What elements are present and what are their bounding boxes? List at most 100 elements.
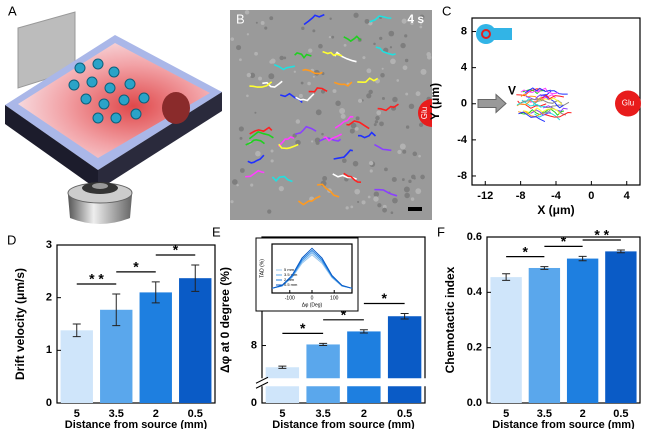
speck [400, 43, 405, 48]
speck [240, 137, 243, 140]
speck [402, 150, 406, 154]
speck [357, 201, 359, 203]
y-axis-label: Drift velocity (μm/s) [13, 268, 27, 380]
y-axis-label: Chemotactic index [443, 266, 457, 373]
panel-label: E [212, 224, 221, 239]
x-tick-label: -4 [551, 190, 562, 202]
x-axis-label: X (μm) [537, 203, 574, 217]
x-tick-label: -12 [477, 190, 493, 202]
x-tick-label: 0 [588, 190, 594, 202]
speck [296, 119, 300, 123]
speck [341, 114, 346, 119]
y-tick-label: 2 [46, 292, 52, 304]
speck [299, 94, 303, 98]
panel-label: B [236, 11, 245, 26]
speck [236, 45, 241, 50]
y-tick-label: 0 [251, 397, 257, 409]
x-tick-label: 100 [330, 295, 339, 301]
speck [316, 109, 322, 115]
micrograph [230, 10, 432, 220]
speck [426, 52, 431, 57]
y-tick-label: 4 [461, 62, 468, 74]
y-tick-label: 1 [46, 344, 52, 356]
speck [269, 60, 273, 64]
speck [379, 121, 384, 126]
speck [269, 16, 273, 20]
speck [366, 68, 371, 73]
speck [355, 127, 359, 131]
speck [268, 73, 274, 79]
speck [369, 161, 373, 165]
speck [406, 125, 409, 128]
speck [279, 186, 284, 191]
axis-break [256, 378, 431, 386]
speck [373, 43, 376, 46]
speck [350, 129, 355, 134]
significance: * * [89, 271, 104, 287]
y-tick-label: 8 [251, 339, 257, 351]
speck [271, 159, 274, 162]
x-tick-label: -100 [285, 295, 295, 301]
figure: A Glu 4 s B -12-8-404-8-4048Y (μm)GluVX … [0, 0, 646, 429]
speck [254, 52, 258, 56]
speck [374, 192, 379, 197]
speck [246, 94, 249, 97]
speck [404, 193, 410, 199]
speck [374, 123, 377, 126]
significance: * [561, 233, 567, 249]
speck [397, 150, 401, 154]
speck [311, 140, 313, 142]
speck [420, 175, 425, 180]
speck [375, 116, 379, 120]
speck [380, 73, 384, 77]
y-axis-label: TAD (%) [259, 259, 265, 278]
y-tick-label: -4 [457, 134, 468, 146]
speck [402, 19, 407, 24]
y-tick-label: 0.0 [467, 397, 482, 409]
speck [353, 13, 358, 18]
x-tick-label: 4 [624, 190, 631, 202]
bar [490, 277, 521, 403]
bar [140, 292, 172, 403]
speck [400, 144, 406, 150]
speck [368, 90, 372, 94]
x-tick-label: 0 [311, 295, 314, 301]
target-label: Glu [622, 99, 634, 108]
speck [396, 79, 399, 82]
bar [529, 268, 560, 403]
speck [382, 97, 385, 100]
speck [342, 158, 347, 163]
bar [605, 251, 636, 403]
speck [264, 27, 267, 30]
speck [390, 46, 392, 48]
speck [255, 151, 261, 157]
panel-label: A [8, 3, 17, 18]
cell-icon [476, 24, 496, 44]
speck [332, 89, 336, 93]
speck [375, 120, 378, 123]
speck [271, 150, 274, 153]
speck [353, 161, 359, 167]
significance: * [523, 243, 529, 259]
speck [356, 116, 360, 120]
speck [335, 101, 340, 106]
speck [370, 169, 373, 172]
speck [247, 73, 251, 77]
speck [267, 209, 271, 213]
speck [390, 59, 396, 65]
speck [418, 155, 421, 158]
speck [392, 97, 397, 102]
speck [416, 91, 421, 96]
bar [567, 259, 598, 403]
speck [382, 68, 384, 70]
speck [408, 180, 411, 183]
significance: * [382, 290, 388, 306]
speck [239, 58, 242, 61]
inset-bg [256, 238, 358, 311]
velocity-label: V [508, 84, 516, 98]
bar [61, 330, 93, 403]
y-axis-label: Δφ at 0 degree (%) [218, 267, 232, 373]
speck [239, 126, 244, 131]
speck [377, 203, 381, 207]
speck [230, 200, 233, 203]
